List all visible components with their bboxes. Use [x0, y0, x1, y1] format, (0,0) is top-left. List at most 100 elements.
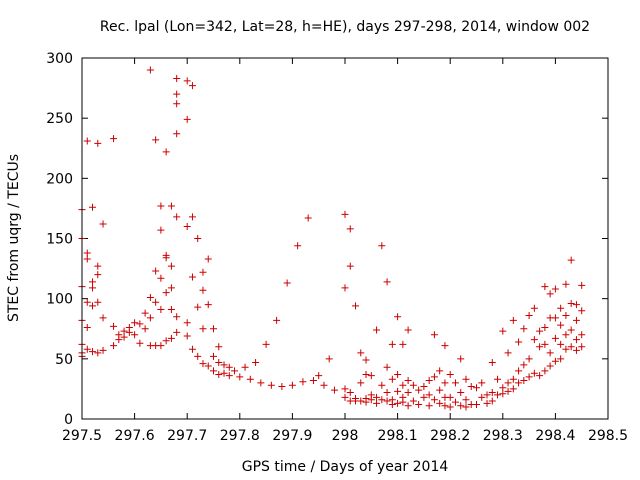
- data-point: [215, 358, 223, 366]
- data-point: [373, 393, 381, 401]
- x-tick-label: 297.9: [272, 428, 312, 444]
- data-point: [415, 386, 423, 394]
- data-point: [83, 137, 91, 145]
- data-point: [83, 324, 91, 332]
- data-point: [173, 90, 181, 98]
- data-point: [520, 376, 528, 384]
- data-point: [167, 262, 175, 270]
- data-point: [520, 325, 528, 333]
- data-point: [546, 362, 554, 370]
- data-point: [383, 397, 391, 405]
- data-point: [99, 220, 107, 228]
- data-point: [546, 349, 554, 357]
- data-point: [530, 304, 538, 312]
- x-tick-label: 297.7: [167, 428, 207, 444]
- data-point: [473, 384, 480, 392]
- data-point: [504, 349, 512, 357]
- data-point: [341, 393, 349, 401]
- data-point: [509, 375, 517, 383]
- data-point: [362, 356, 370, 364]
- data-point: [515, 379, 523, 387]
- x-tick-label: 298.5: [588, 428, 628, 444]
- data-point: [388, 401, 396, 409]
- data-point: [441, 402, 449, 410]
- data-point: [83, 345, 91, 353]
- data-point: [162, 254, 170, 262]
- data-point: [89, 284, 97, 292]
- data-point: [530, 336, 538, 344]
- data-point: [115, 336, 123, 344]
- data-point: [494, 391, 502, 399]
- data-point: [515, 367, 523, 375]
- data-point: [457, 355, 465, 363]
- data-point: [199, 286, 207, 294]
- data-point: [94, 298, 102, 306]
- data-point: [567, 343, 575, 351]
- data-point: [204, 301, 212, 309]
- data-point: [541, 283, 549, 291]
- data-point: [515, 338, 523, 346]
- data-point: [157, 202, 165, 210]
- data-point: [483, 391, 491, 399]
- data-point: [157, 305, 165, 313]
- data-point: [89, 203, 97, 211]
- data-point: [546, 290, 554, 298]
- data-point: [299, 378, 307, 386]
- data-point: [89, 302, 97, 310]
- data-point: [267, 381, 275, 389]
- x-tick-label: 298.4: [535, 428, 575, 444]
- data-point: [394, 313, 402, 321]
- data-point: [278, 383, 286, 391]
- data-point: [236, 373, 244, 381]
- data-point: [530, 369, 538, 377]
- data-point: [367, 396, 375, 404]
- data-point: [152, 267, 160, 275]
- data-point: [420, 393, 428, 401]
- data-point: [446, 370, 454, 378]
- data-point: [194, 352, 202, 360]
- data-point: [346, 225, 354, 233]
- data-point: [210, 367, 217, 375]
- data-point: [241, 363, 249, 371]
- data-point: [141, 325, 149, 333]
- data-point: [152, 298, 160, 306]
- x-tick-label: 298.3: [483, 428, 523, 444]
- data-point: [131, 331, 139, 339]
- data-point: [462, 396, 470, 404]
- data-point: [152, 136, 160, 144]
- data-point: [125, 328, 133, 336]
- axis-ticks: 297.5 297.6 297.7 297.8 297.9 298 298.1 298.2 29…: [46, 51, 628, 444]
- data-point: [204, 362, 212, 370]
- data-point: [536, 343, 544, 351]
- data-point: [110, 342, 118, 350]
- data-point: [430, 373, 438, 381]
- data-point: [173, 328, 181, 336]
- data-point: [315, 372, 323, 380]
- data-point: [110, 322, 118, 330]
- data-point: [488, 397, 496, 405]
- data-point: [457, 389, 465, 397]
- data-point: [83, 298, 91, 306]
- data-point: [173, 74, 181, 82]
- data-point: [441, 379, 449, 387]
- data-point: [467, 383, 475, 391]
- y-tick-label: 100: [46, 292, 73, 308]
- data-point: [357, 379, 365, 387]
- data-point: [162, 337, 170, 345]
- data-point: [183, 77, 191, 85]
- data-point: [420, 383, 428, 391]
- data-point: [383, 389, 391, 397]
- data-point: [551, 334, 559, 342]
- data-point: [578, 343, 586, 351]
- data-point: [525, 373, 533, 381]
- data-point: [162, 148, 170, 156]
- data-point: [509, 316, 517, 324]
- data-point: [578, 307, 586, 315]
- data-point: [572, 336, 580, 344]
- data-point: [425, 376, 433, 384]
- y-tick-label: 200: [46, 171, 73, 187]
- data-point: [430, 331, 438, 339]
- data-point: [446, 393, 454, 401]
- data-point: [441, 342, 449, 350]
